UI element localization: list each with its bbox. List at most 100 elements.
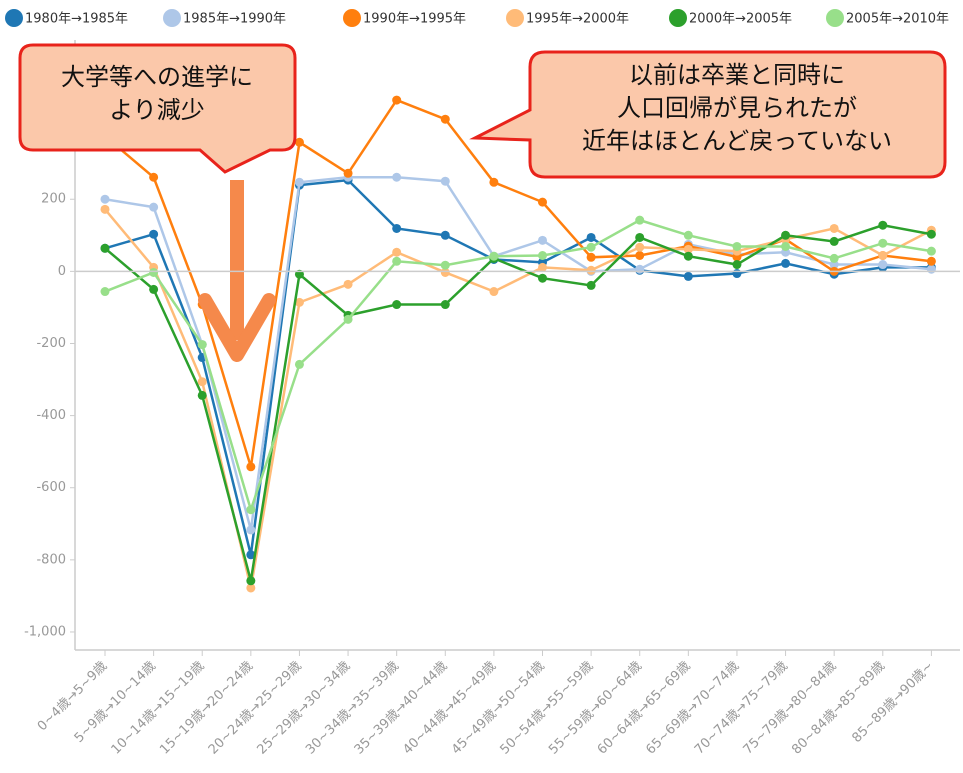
data-point bbox=[100, 194, 110, 204]
data-point bbox=[732, 269, 742, 279]
data-point bbox=[246, 576, 256, 586]
data-point bbox=[878, 250, 888, 260]
data-point bbox=[683, 244, 693, 254]
legend-swatch bbox=[506, 9, 524, 27]
legend-swatch bbox=[5, 9, 23, 27]
data-point bbox=[392, 95, 402, 105]
series-line bbox=[104, 223, 932, 582]
data-point bbox=[878, 260, 888, 270]
data-point bbox=[246, 525, 256, 535]
data-point bbox=[246, 583, 256, 593]
data-point bbox=[878, 220, 888, 230]
data-point bbox=[732, 260, 742, 270]
legend-label: 2000年→2005年 bbox=[689, 12, 792, 27]
data-point bbox=[635, 215, 645, 225]
legend-label: 2005年→2010年 bbox=[846, 12, 949, 27]
data-point bbox=[343, 314, 353, 324]
x-tick-label: 45~49歳→50~54歳 bbox=[449, 659, 548, 758]
x-tick-label: 25~29歳→30~34歳 bbox=[254, 659, 353, 758]
data-point bbox=[829, 236, 839, 246]
data-point bbox=[926, 264, 936, 274]
series-line bbox=[104, 208, 932, 589]
data-point bbox=[829, 223, 839, 233]
data-point bbox=[732, 241, 742, 251]
x-tick-label: 35~39歳→40~44歳 bbox=[352, 659, 451, 758]
data-point bbox=[294, 177, 304, 187]
data-point bbox=[246, 550, 256, 560]
x-tick-label: 5~9歳→10~14歳 bbox=[72, 659, 159, 746]
data-point bbox=[926, 229, 936, 239]
legend-swatch bbox=[669, 9, 687, 27]
annotation-text: 近年はほとんど戻っていない bbox=[582, 127, 892, 155]
data-point bbox=[538, 197, 548, 207]
x-tick-label: 15~19歳→20~24歳 bbox=[157, 659, 256, 758]
data-point bbox=[294, 137, 304, 147]
series-line bbox=[104, 98, 932, 468]
data-point bbox=[586, 252, 596, 262]
data-point bbox=[246, 462, 256, 472]
data-point bbox=[392, 247, 402, 257]
data-point bbox=[197, 390, 207, 400]
data-point bbox=[440, 176, 450, 186]
y-tick-label: -1,000 bbox=[24, 624, 66, 639]
data-point bbox=[829, 253, 839, 263]
data-point bbox=[635, 232, 645, 242]
data-point bbox=[149, 267, 159, 277]
annotation-text: 大学等への進学に bbox=[61, 63, 253, 91]
y-tick-label: -200 bbox=[36, 336, 66, 351]
data-point bbox=[440, 230, 450, 240]
series-line bbox=[104, 178, 932, 556]
x-tick-label: 70~74歳→75~79歳 bbox=[692, 659, 791, 758]
annotation-text: 以前は卒業と同時に bbox=[629, 61, 845, 89]
data-point bbox=[635, 264, 645, 274]
legend-label: 1990年→1995年 bbox=[363, 12, 466, 27]
data-point bbox=[294, 297, 304, 307]
x-tick-label: 75~79歳→80~84歳 bbox=[741, 659, 840, 758]
data-point bbox=[197, 377, 207, 387]
x-tick-label: 10~14歳→15~19歳 bbox=[109, 659, 208, 758]
data-point bbox=[926, 256, 936, 266]
data-point bbox=[635, 242, 645, 252]
data-point bbox=[149, 172, 159, 182]
data-point bbox=[586, 280, 596, 290]
y-tick-label: -400 bbox=[36, 408, 66, 423]
data-point bbox=[440, 267, 450, 277]
arrow-head bbox=[198, 293, 276, 362]
legend-label: 1985年→1990年 bbox=[183, 12, 286, 27]
down-arrow bbox=[198, 180, 276, 362]
data-point bbox=[197, 340, 207, 350]
y-tick-label: 200 bbox=[41, 192, 66, 207]
arrow-shaft bbox=[230, 180, 244, 340]
data-point bbox=[781, 258, 791, 268]
legend-swatch bbox=[163, 9, 181, 27]
series-line bbox=[104, 218, 932, 514]
data-point bbox=[392, 256, 402, 266]
y-tick-label: 0 bbox=[58, 264, 66, 279]
data-point bbox=[538, 273, 548, 283]
data-point bbox=[294, 359, 304, 369]
data-point bbox=[100, 243, 110, 253]
data-point bbox=[149, 202, 159, 212]
data-point bbox=[440, 300, 450, 310]
x-tick-label: 80~84歳→85~89歳 bbox=[789, 659, 888, 758]
data-point bbox=[489, 177, 499, 187]
data-point bbox=[538, 262, 548, 272]
y-tick-label: -800 bbox=[36, 552, 66, 567]
data-point bbox=[926, 246, 936, 256]
x-tick-label: 85~89歳→90歳~ bbox=[850, 659, 937, 746]
data-point bbox=[781, 230, 791, 240]
data-point bbox=[100, 204, 110, 214]
callout-left bbox=[18, 43, 297, 174]
data-point bbox=[586, 232, 596, 242]
data-point bbox=[440, 114, 450, 124]
data-point bbox=[683, 230, 693, 240]
data-point bbox=[781, 241, 791, 251]
data-point bbox=[392, 300, 402, 310]
annotation-text: 人口回帰が見られたが bbox=[617, 94, 857, 122]
data-point bbox=[878, 238, 888, 248]
data-point bbox=[100, 287, 110, 297]
x-tick-label: 30~34歳→35~39歳 bbox=[303, 659, 402, 758]
data-point bbox=[343, 168, 353, 178]
annotation-text: より減少 bbox=[109, 96, 205, 124]
